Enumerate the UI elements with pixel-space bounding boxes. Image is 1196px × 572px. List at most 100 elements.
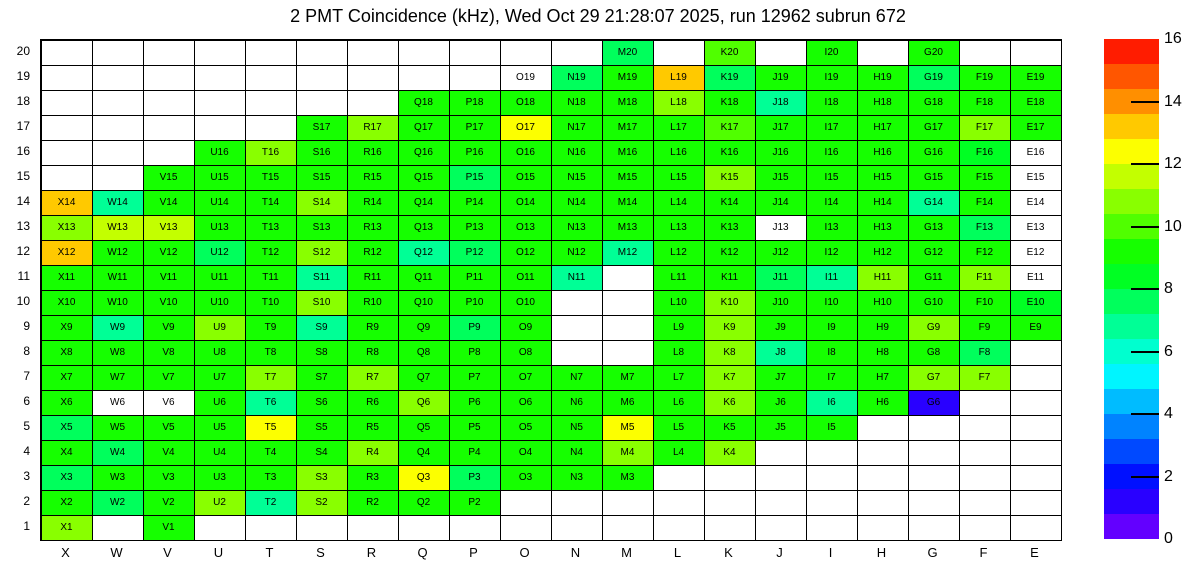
y-axis-label-6: 6	[23, 394, 30, 408]
heatmap-cell-empty	[805, 464, 858, 491]
heatmap-cell-K9: K9	[703, 314, 756, 341]
colorbar-tick	[1131, 475, 1159, 478]
heatmap-cell-H8: H8	[856, 339, 909, 366]
heatmap-cell-Q3: Q3	[397, 464, 450, 491]
heatmap-cell-Q18: Q18	[397, 89, 450, 116]
heatmap-cell-empty	[856, 39, 909, 66]
heatmap-cell-H10: H10	[856, 289, 909, 316]
heatmap-cell-K8: K8	[703, 339, 756, 366]
y-axis-label-4: 4	[23, 444, 30, 458]
heatmap-cell-empty	[907, 439, 960, 466]
colorbar-tick-label-10: 10	[1164, 217, 1182, 235]
heatmap-cell-N13: N13	[550, 214, 603, 241]
heatmap-cell-S10: S10	[295, 289, 348, 316]
heatmap-cell-H15: H15	[856, 164, 909, 191]
heatmap-cell-N3: N3	[550, 464, 603, 491]
heatmap-cell-X2: X2	[40, 489, 93, 516]
heatmap-cell-H12: H12	[856, 239, 909, 266]
heatmap-cell-empty	[142, 114, 195, 141]
heatmap-cell-K17: K17	[703, 114, 756, 141]
colorbar-tick	[1131, 100, 1159, 103]
colorbar-band	[1104, 439, 1159, 464]
heatmap-cell-empty	[142, 64, 195, 91]
heatmap-cell-empty	[193, 89, 246, 116]
heatmap-cell-R3: R3	[346, 464, 399, 491]
heatmap-cell-V8: V8	[142, 339, 195, 366]
heatmap-cell-T7: T7	[244, 364, 297, 391]
heatmap-cell-W7: W7	[91, 364, 144, 391]
colorbar-band	[1104, 114, 1159, 139]
heatmap-cell-H17: H17	[856, 114, 909, 141]
heatmap-cell-N5: N5	[550, 414, 603, 441]
heatmap-cell-empty	[244, 514, 297, 541]
heatmap-cell-I15: I15	[805, 164, 858, 191]
x-axis-label-G: G	[927, 545, 938, 560]
heatmap-cell-empty	[499, 39, 552, 66]
heatmap-cell-V6: V6	[142, 389, 195, 416]
heatmap-cell-empty	[601, 489, 654, 516]
heatmap-cell-T6: T6	[244, 389, 297, 416]
heatmap-cell-P9: P9	[448, 314, 501, 341]
chart-title: 2 PMT Coincidence (kHz), Wed Oct 29 21:2…	[290, 6, 906, 26]
x-axis-label-I: I	[828, 545, 833, 560]
heatmap-cell-empty	[91, 139, 144, 166]
heatmap-cell-empty	[754, 489, 807, 516]
heatmap-cell-empty	[958, 389, 1011, 416]
heatmap-cell-S9: S9	[295, 314, 348, 341]
heatmap-cell-Q13: Q13	[397, 214, 450, 241]
heatmap-cell-W13: W13	[91, 214, 144, 241]
heatmap-cell-empty	[703, 514, 756, 541]
heatmap-cell-L12: L12	[652, 239, 705, 266]
heatmap-cell-T3: T3	[244, 464, 297, 491]
heatmap-cell-L14: L14	[652, 189, 705, 216]
heatmap-cell-K7: K7	[703, 364, 756, 391]
heatmap-cell-empty	[346, 64, 399, 91]
heatmap-cell-E12: E12	[1009, 239, 1062, 266]
heatmap-cell-empty	[958, 39, 1011, 66]
heatmap-cell-J15: J15	[754, 164, 807, 191]
heatmap-cell-E18: E18	[1009, 89, 1062, 116]
heatmap-cell-L8: L8	[652, 339, 705, 366]
heatmap-cell-I20: I20	[805, 39, 858, 66]
heatmap-cell-R15: R15	[346, 164, 399, 191]
heatmap-cell-M20: M20	[601, 39, 654, 66]
heatmap-cell-O19: O19	[499, 64, 552, 91]
heatmap-cell-empty	[652, 464, 705, 491]
heatmap-cell-empty	[346, 89, 399, 116]
heatmap-cell-R10: R10	[346, 289, 399, 316]
heatmap-cell-M19: M19	[601, 64, 654, 91]
heatmap-cell-J6: J6	[754, 389, 807, 416]
heatmap-cell-F14: F14	[958, 189, 1011, 216]
heatmap-cell-empty	[601, 264, 654, 291]
heatmap-cell-M16: M16	[601, 139, 654, 166]
heatmap-cell-Q7: Q7	[397, 364, 450, 391]
heatmap-cell-H16: H16	[856, 139, 909, 166]
heatmap-cell-empty	[958, 464, 1011, 491]
heatmap-cell-empty	[754, 39, 807, 66]
heatmap-cell-X9: X9	[40, 314, 93, 341]
heatmap-cell-O17: O17	[499, 114, 552, 141]
heatmap-cell-V2: V2	[142, 489, 195, 516]
heatmap-cell-X6: X6	[40, 389, 93, 416]
heatmap-cell-V1: V1	[142, 514, 195, 541]
heatmap-cell-K18: K18	[703, 89, 756, 116]
heatmap-cell-L18: L18	[652, 89, 705, 116]
heatmap-cell-V5: V5	[142, 414, 195, 441]
heatmap-cell-L11: L11	[652, 264, 705, 291]
heatmap-cell-empty	[754, 514, 807, 541]
heatmap-cell-R7: R7	[346, 364, 399, 391]
heatmap-cell-empty	[193, 64, 246, 91]
heatmap-cell-empty	[91, 164, 144, 191]
heatmap-cell-O5: O5	[499, 414, 552, 441]
x-axis-label-R: R	[366, 545, 377, 560]
heatmap-cell-Q8: Q8	[397, 339, 450, 366]
heatmap-cell-V15: V15	[142, 164, 195, 191]
heatmap-cell-P16: P16	[448, 139, 501, 166]
heatmap-cell-T13: T13	[244, 214, 297, 241]
heatmap-cell-J13: J13	[754, 214, 807, 241]
heatmap-cell-X11: X11	[40, 264, 93, 291]
heatmap-cell-empty	[1009, 389, 1062, 416]
heatmap-cell-K20: K20	[703, 39, 756, 66]
heatmap-cell-U9: U9	[193, 314, 246, 341]
heatmap-cell-O6: O6	[499, 389, 552, 416]
